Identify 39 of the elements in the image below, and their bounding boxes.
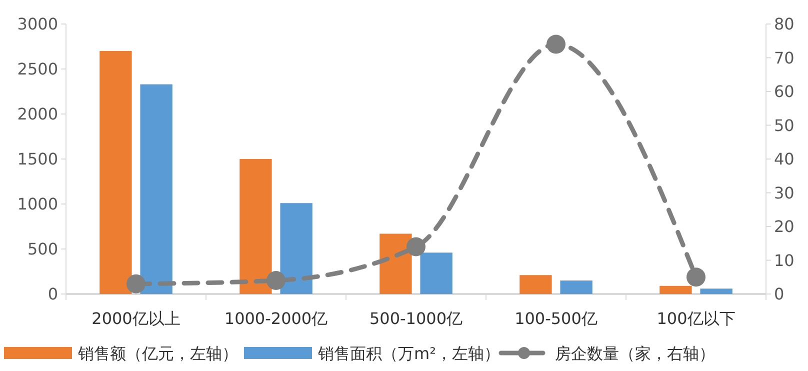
bar bbox=[420, 252, 452, 294]
bar bbox=[560, 280, 592, 294]
y-tick-label: 2000 bbox=[17, 104, 58, 124]
x-tick-label: 100亿以下 bbox=[656, 309, 736, 328]
bar bbox=[240, 159, 272, 294]
bar bbox=[280, 203, 312, 294]
x-tick-label: 1000-2000亿 bbox=[224, 309, 328, 328]
bar bbox=[660, 286, 692, 294]
x-tick-label: 2000亿以上 bbox=[92, 309, 180, 328]
legend-label: 销售额（亿元，左轴） bbox=[77, 344, 238, 363]
x-tick-label: 100-500亿 bbox=[514, 309, 598, 328]
legend-label: 房企数量（家，右轴） bbox=[555, 344, 715, 363]
y2-tick-label: 10 bbox=[774, 250, 794, 270]
legend-label: 销售面积（万m²，左轴） bbox=[317, 344, 500, 363]
bar bbox=[700, 288, 732, 294]
y2-tick-label: 20 bbox=[774, 217, 794, 236]
y-tick-label: 2500 bbox=[17, 60, 58, 79]
point bbox=[266, 271, 286, 290]
y-tick-label: 1000 bbox=[17, 194, 58, 214]
y-tick-label: 0 bbox=[48, 284, 58, 304]
bar bbox=[100, 51, 132, 294]
y-tick-label: 500 bbox=[27, 240, 58, 259]
x-tick-label: 500-1000亿 bbox=[369, 309, 463, 328]
y2-tick-label: 0 bbox=[774, 284, 784, 304]
bar bbox=[140, 84, 172, 294]
y-tick-label: 1500 bbox=[17, 150, 58, 169]
bar bbox=[520, 275, 552, 294]
y2-tick-label: 40 bbox=[774, 150, 794, 169]
point bbox=[546, 34, 566, 54]
point bbox=[406, 237, 426, 256]
bar bbox=[380, 234, 412, 294]
y2-tick-label: 70 bbox=[774, 48, 794, 68]
point bbox=[126, 274, 146, 294]
y2-tick-label: 60 bbox=[774, 82, 794, 102]
y-tick-label: 3000 bbox=[17, 14, 58, 34]
point bbox=[686, 268, 706, 287]
y2-tick-label: 30 bbox=[774, 183, 794, 202]
y2-tick-label: 80 bbox=[774, 14, 794, 34]
y2-tick-label: 50 bbox=[774, 116, 794, 135]
